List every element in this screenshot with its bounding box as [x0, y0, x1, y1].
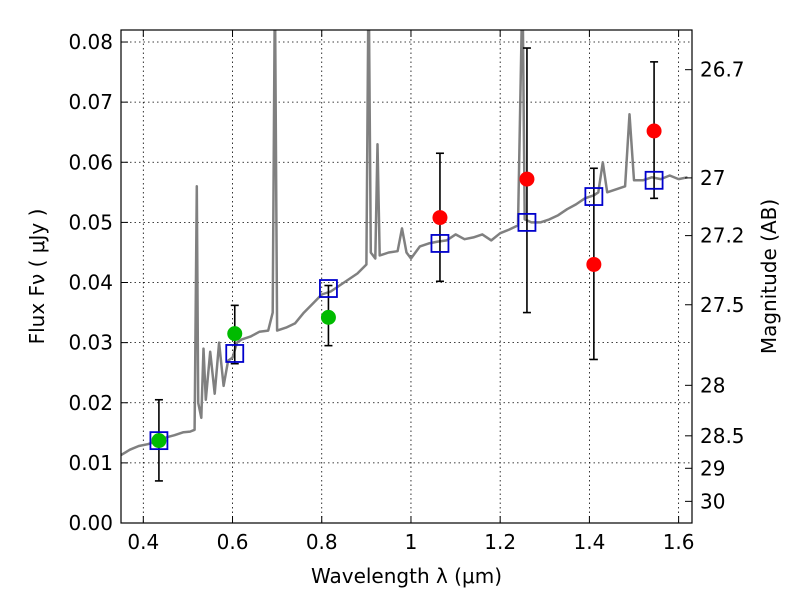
x-tick-label: 0.4 — [127, 530, 159, 554]
model-photometry-squares — [149, 170, 664, 451]
y-tick-label: 0.08 — [68, 30, 113, 54]
y2-axis-label: Magnitude (AB) — [757, 199, 781, 354]
x-tick-label: 0.8 — [306, 530, 338, 554]
ticks: 0.4 0.6 0.8 1 1.2 1.4 1.6 0.00 0.01 0.02 0.03 0.04 0… — [68, 30, 745, 554]
model-photometry-square — [430, 234, 450, 253]
plot-frame — [120, 29, 693, 524]
y2-tick-label: 28.5 — [700, 424, 745, 448]
red-point — [519, 171, 535, 187]
x-tick-label: 1.6 — [663, 530, 695, 554]
red-point — [646, 123, 662, 139]
y-tick-label: 0.06 — [68, 150, 113, 174]
y2-tick-label: 28 — [700, 373, 725, 397]
detected-point — [320, 309, 336, 325]
y-tick-label: 0.02 — [68, 391, 113, 415]
detected-point — [151, 433, 167, 449]
red-point — [586, 256, 602, 272]
error-bars — [154, 47, 659, 482]
x-tick-label: 1.4 — [573, 530, 605, 554]
y2-tick-label: 26.7 — [700, 58, 745, 82]
red-point — [432, 210, 448, 226]
grid — [121, 30, 692, 524]
y2-tick-label: 27.5 — [700, 293, 745, 317]
model-photometry-square — [319, 279, 338, 298]
y-tick-label: 0.05 — [68, 210, 113, 234]
y2-tick-label: 29 — [700, 456, 725, 480]
model-spectrum-line — [121, 30, 688, 457]
model-photometry-square — [149, 431, 169, 451]
y-axis-label: Flux Fν ( μJy ) — [25, 209, 49, 345]
model-photometry-square — [584, 187, 604, 206]
y-tick-label: 0.03 — [68, 331, 113, 355]
detected-point — [227, 326, 243, 342]
x-tick-label: 0.6 — [217, 530, 249, 554]
x-tick-label: 1.2 — [484, 530, 516, 554]
y-tick-label: 0.07 — [68, 90, 113, 114]
x-axis-label: Wavelength λ (μm) — [311, 564, 502, 588]
model-photometry-square — [517, 212, 537, 232]
x-tick-label: 1 — [405, 530, 418, 554]
y-tick-label: 0.04 — [68, 271, 113, 295]
y2-tick-label: 30 — [700, 489, 725, 513]
y2-tick-label: 27.2 — [700, 224, 745, 248]
y-tick-label: 0.00 — [68, 511, 113, 535]
model-spectrum — [121, 30, 688, 457]
y-tick-label: 0.01 — [68, 451, 113, 475]
measured-points — [151, 123, 662, 449]
model-photometry-square — [225, 344, 245, 363]
y2-tick-label: 27 — [700, 166, 725, 190]
model-photometry-square — [644, 170, 664, 190]
